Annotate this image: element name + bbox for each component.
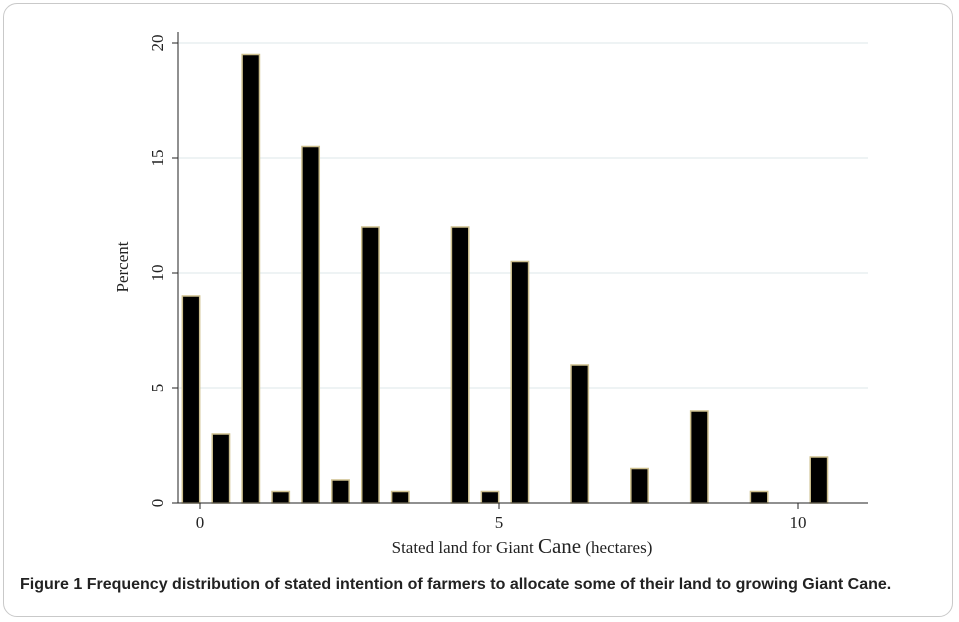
x-tick-label: 5 — [495, 513, 504, 532]
histogram-bar — [331, 479, 350, 504]
histogram-bar — [450, 226, 470, 504]
figure-caption: Figure 1 Frequency distribution of state… — [20, 572, 920, 597]
x-axis-label: Stated land for Giant Cane (hectares) — [392, 534, 653, 558]
histogram-bar — [301, 145, 321, 504]
histogram-bar — [689, 410, 709, 504]
bars — [181, 53, 829, 504]
histogram-bar — [390, 490, 410, 504]
x-axis-label-part-3: (hectares) — [585, 538, 652, 557]
histogram-bar — [181, 295, 201, 504]
axes — [177, 32, 868, 504]
x-tick-label: 10 — [790, 513, 807, 532]
histogram-bar — [360, 226, 380, 504]
y-tick-label: 0 — [148, 499, 167, 508]
x-axis-label-part-1: Stated land for Giant — [392, 538, 534, 557]
x-tick-label: 0 — [196, 513, 205, 532]
histogram-bar — [570, 364, 590, 504]
histogram-bar — [211, 433, 231, 504]
x-axis-label-part-2: Cane — [538, 534, 581, 558]
histogram-bar — [271, 490, 291, 504]
histogram-bar — [480, 490, 500, 504]
histogram-bar — [749, 490, 769, 504]
y-tick-label: 20 — [148, 35, 167, 52]
y-ticks: 0 5 10 15 20 — [148, 35, 178, 508]
histogram-chart: 0 5 10 15 20 0 5 10 15 20 Percent Stated land fo… — [113, 32, 868, 558]
y-axis-label: Percent — [113, 241, 132, 292]
figure-frame: 0 5 10 15 20 0 5 10 15 20 Percent Stated land fo… — [3, 3, 953, 617]
caption-text: Frequency distribution of stated intenti… — [86, 576, 892, 593]
histogram-bar — [241, 53, 261, 504]
histogram-bar — [809, 456, 829, 504]
histogram-bar — [510, 260, 530, 504]
caption-label: Figure 1 — [20, 576, 83, 593]
histogram-bar — [630, 467, 649, 504]
y-tick-label: 15 — [148, 150, 167, 167]
y-tick-label: 5 — [148, 384, 167, 393]
y-tick-label: 10 — [148, 265, 167, 282]
